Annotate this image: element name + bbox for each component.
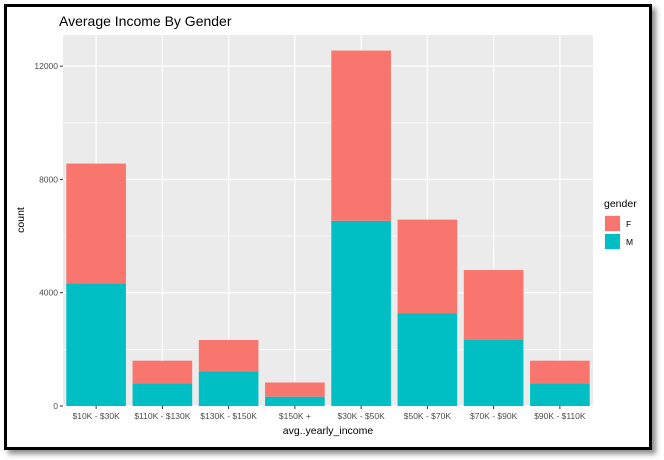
bar-f-6 — [463, 270, 524, 341]
x-tick-label: $50K - $70K — [404, 411, 452, 421]
x-tick-label: $110K - $130K — [134, 411, 190, 421]
bar-chart: Average Income By Gender 04000800012000 … — [15, 13, 637, 437]
x-tick-label: $30K - $50K — [337, 411, 385, 421]
bars — [66, 50, 590, 406]
x-tick-label: $10K - $30K — [72, 411, 120, 421]
legend-swatch-f — [605, 216, 620, 231]
legend-swatch-m — [605, 234, 620, 249]
bar-m-1 — [132, 383, 193, 406]
bar-f-5 — [397, 219, 458, 314]
legend: gender FM — [604, 198, 637, 250]
y-tick-label: 0 — [53, 401, 58, 411]
x-axis-ticks: $10K - $30K $110K - $130K $130K - $150K $15… — [72, 406, 586, 421]
bar-f-1 — [132, 360, 193, 384]
bar-m-0 — [66, 283, 126, 406]
bar-m-3 — [265, 396, 325, 406]
legend-label-m: M — [626, 237, 633, 247]
x-tick-label: $130K - $150K — [200, 411, 257, 421]
bar-m-4 — [331, 220, 391, 406]
bar-f-7 — [530, 360, 590, 384]
y-axis-title: count — [15, 207, 27, 233]
y-tick-label: 12000 — [34, 61, 58, 71]
x-tick-label: $150K + — [279, 411, 311, 421]
bar-f-0 — [66, 163, 126, 284]
bar-f-3 — [265, 382, 325, 397]
y-tick-label: 8000 — [39, 174, 58, 184]
bar-f-2 — [198, 340, 259, 372]
y-tick-label: 4000 — [39, 288, 58, 298]
x-tick-label: $70K - $90K — [470, 411, 518, 421]
bar-m-7 — [530, 383, 590, 406]
bar-m-6 — [463, 340, 524, 406]
x-axis-title: avg..yearly_income — [283, 425, 374, 437]
bar-m-5 — [397, 313, 458, 406]
bar-m-2 — [198, 371, 259, 406]
chart-frame: Average Income By Gender 0 4000 8000 12000 … — [4, 4, 652, 450]
x-tick-label: $90K - $110K — [534, 411, 586, 421]
y-axis-ticks: 0 4000 8000 12000 — [34, 61, 63, 411]
chart-title: Average Income By Gender — [59, 13, 232, 29]
bar-f-4 — [331, 50, 391, 221]
legend-label-f: F — [626, 219, 631, 229]
legend-title: gender — [604, 198, 637, 210]
